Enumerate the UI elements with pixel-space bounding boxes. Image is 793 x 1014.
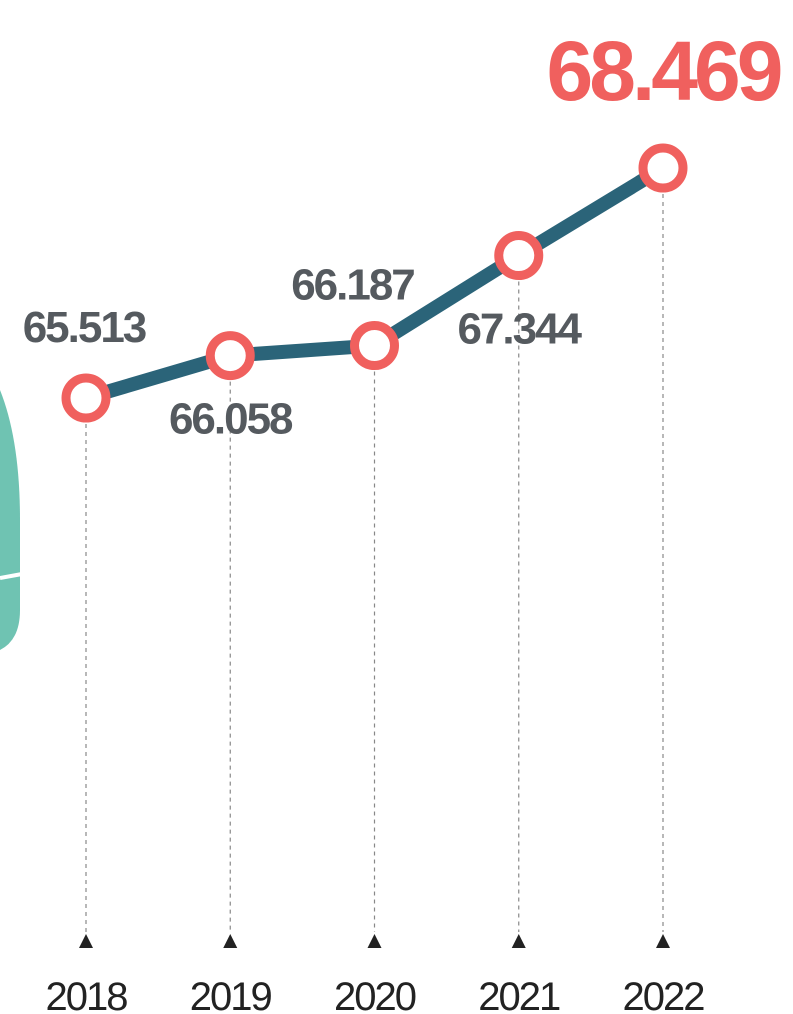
decorative-shape xyxy=(0,390,20,650)
data-label: 66.058 xyxy=(169,395,293,444)
x-tick-label: 2019 xyxy=(190,975,272,1014)
point xyxy=(210,336,250,376)
point xyxy=(66,378,106,418)
data-label: 67.344 xyxy=(457,305,582,354)
axis-arrow xyxy=(368,934,382,948)
point xyxy=(355,326,395,366)
x-tick-label: 2021 xyxy=(478,975,560,1014)
data-label: 68.469 xyxy=(547,24,781,118)
data-label: 65.513 xyxy=(23,303,146,352)
point xyxy=(643,148,683,188)
axis-arrow xyxy=(223,934,237,948)
x-tick-label: 2018 xyxy=(46,975,128,1014)
axis-arrow xyxy=(79,934,93,948)
axis-arrow xyxy=(512,934,526,948)
x-tick-label: 2020 xyxy=(334,975,416,1014)
axis-arrow xyxy=(656,934,670,948)
data-label: 66.187 xyxy=(291,261,414,310)
chart: 2018 2019 2020 2021 2022 65.513 66.058 66.187 67… xyxy=(0,0,793,1014)
x-tick-label: 2022 xyxy=(623,975,705,1014)
point xyxy=(499,236,539,276)
